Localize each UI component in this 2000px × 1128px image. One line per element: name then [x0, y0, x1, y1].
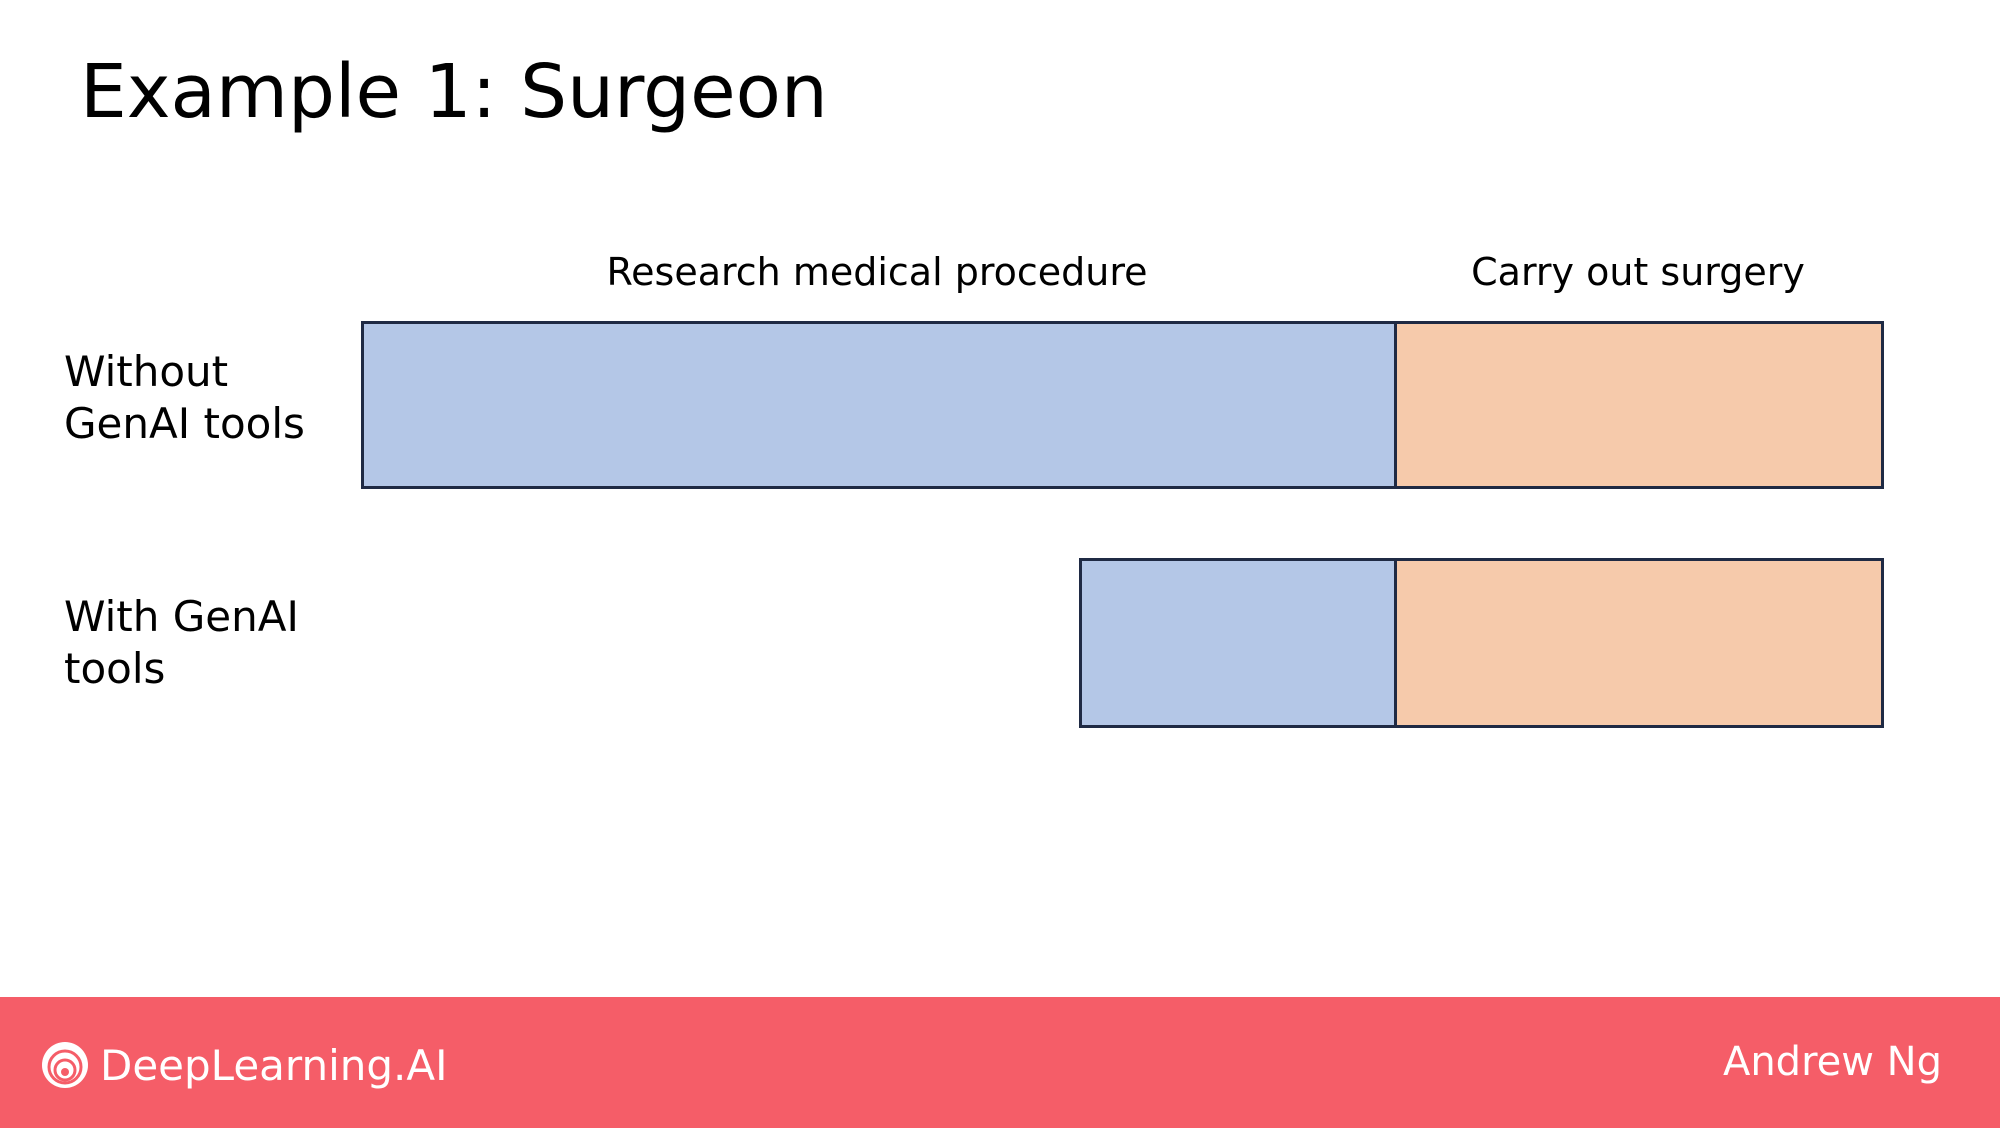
footer-bar: DeepLearning.AI Andrew Ng — [0, 997, 2000, 1128]
author-name: Andrew Ng — [1722, 1039, 1942, 1085]
row-label-without-line1: Without — [64, 347, 229, 396]
column-header-surgery: Carry out surgery — [1471, 250, 1805, 294]
with-genai-research-bar — [1079, 558, 1398, 728]
row-label-with-line1: With GenAI — [64, 592, 299, 641]
row-label-without-genai: Without GenAI tools — [64, 346, 334, 450]
column-header-research: Research medical procedure — [606, 250, 1148, 294]
brand-name: DeepLearning.AI — [100, 1040, 448, 1090]
deeplearning-ai-logo: DeepLearning.AI — [40, 1037, 447, 1093]
slide-title: Example 1: Surgeon — [80, 49, 828, 135]
row-label-without-line2: GenAI tools — [64, 399, 305, 448]
deeplearning-ai-logo-icon — [42, 1042, 88, 1088]
without-genai-surgery-bar — [1394, 321, 1884, 489]
with-genai-surgery-bar — [1394, 558, 1884, 728]
row-label-with-line2: tools — [64, 644, 166, 693]
row-label-with-genai: With GenAI tools — [64, 591, 334, 695]
without-genai-research-bar — [361, 321, 1398, 489]
